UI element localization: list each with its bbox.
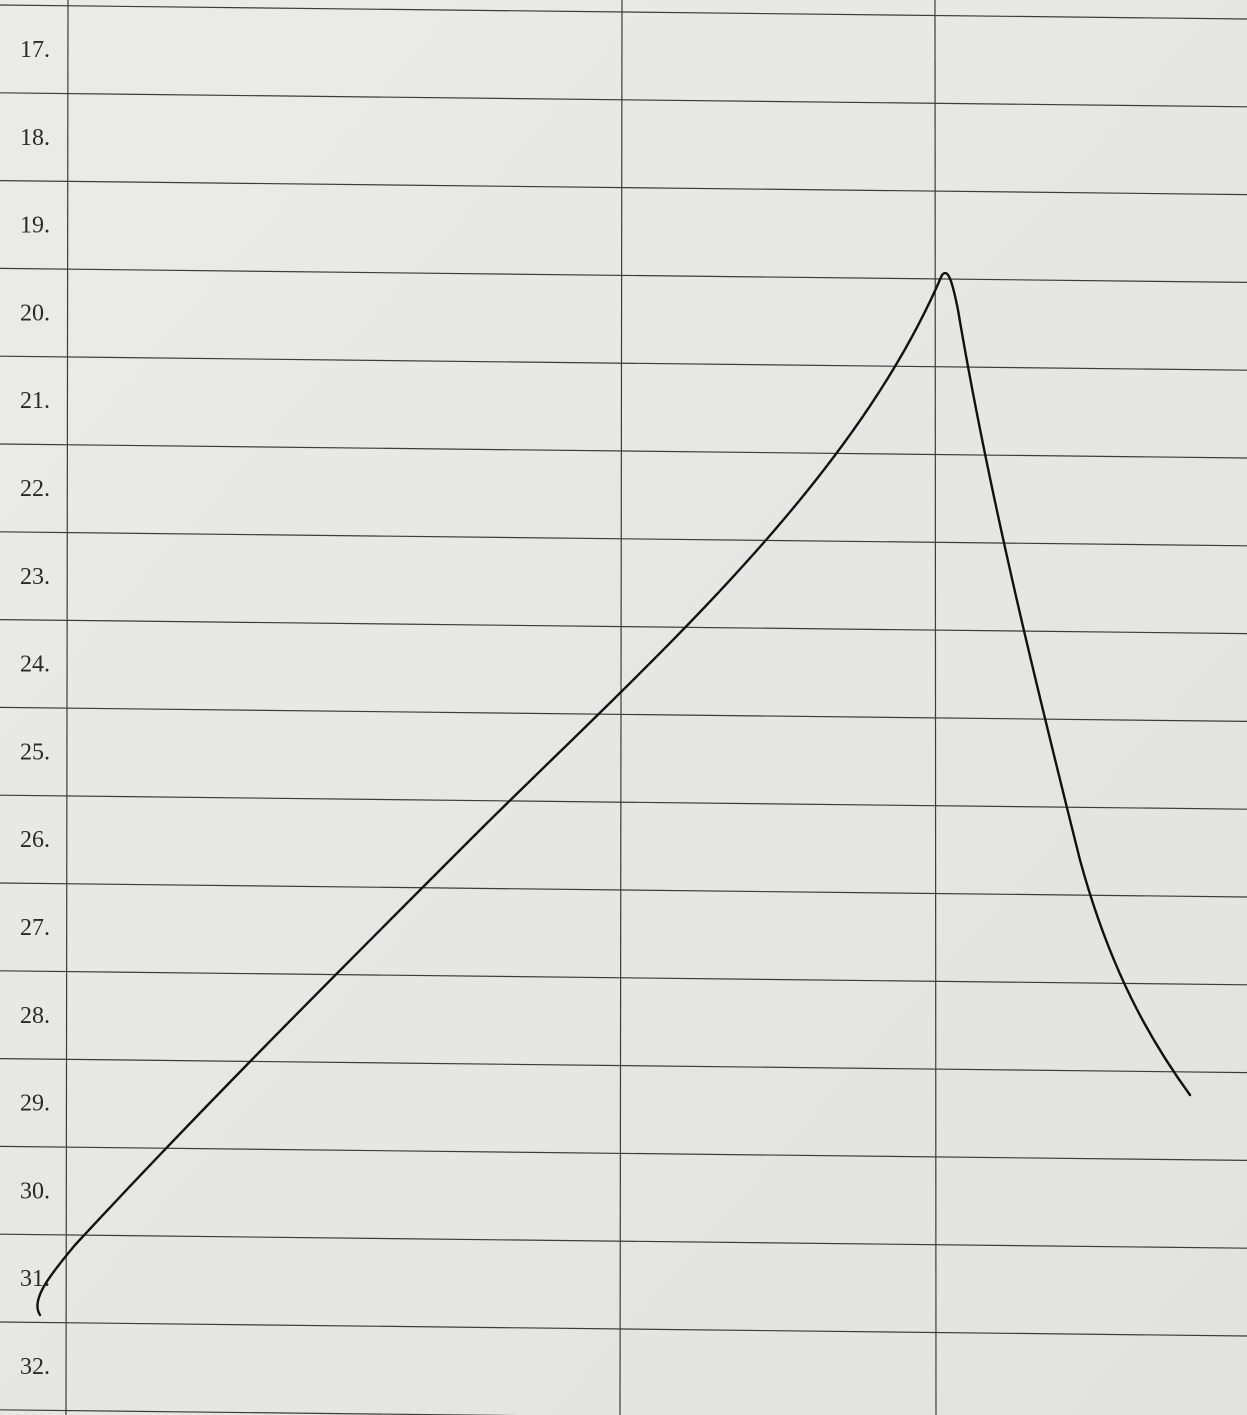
row-number: 25. [20, 739, 50, 765]
row-number: 20. [20, 300, 50, 326]
row-number: 18. [20, 125, 50, 151]
row-number: 24. [20, 652, 50, 678]
row-number: 21. [20, 388, 50, 414]
ledger-sheet: 17. 18. 19. 20. 21. 22. 23. 24. 25. 26. 27. 28. 29. 3… [0, 0, 1247, 1415]
page: 17. 18. 19. 20. 21. 22. 23. 24. 25. 26. 27. 28. 29. 3… [0, 0, 1247, 1415]
row-number: 19. [20, 213, 50, 239]
row-number: 22. [20, 476, 50, 502]
row-number: 26. [20, 827, 50, 853]
row-number: 28. [20, 1003, 50, 1029]
row-number: 27. [20, 915, 50, 941]
row-number: 31. [20, 1266, 50, 1292]
row-number: 32. [20, 1354, 50, 1380]
paper [0, 0, 1247, 1415]
row-number: 23. [20, 564, 50, 590]
row-number: 29. [20, 1091, 50, 1117]
row-number: 30. [20, 1178, 50, 1204]
row-number: 17. [20, 37, 50, 63]
